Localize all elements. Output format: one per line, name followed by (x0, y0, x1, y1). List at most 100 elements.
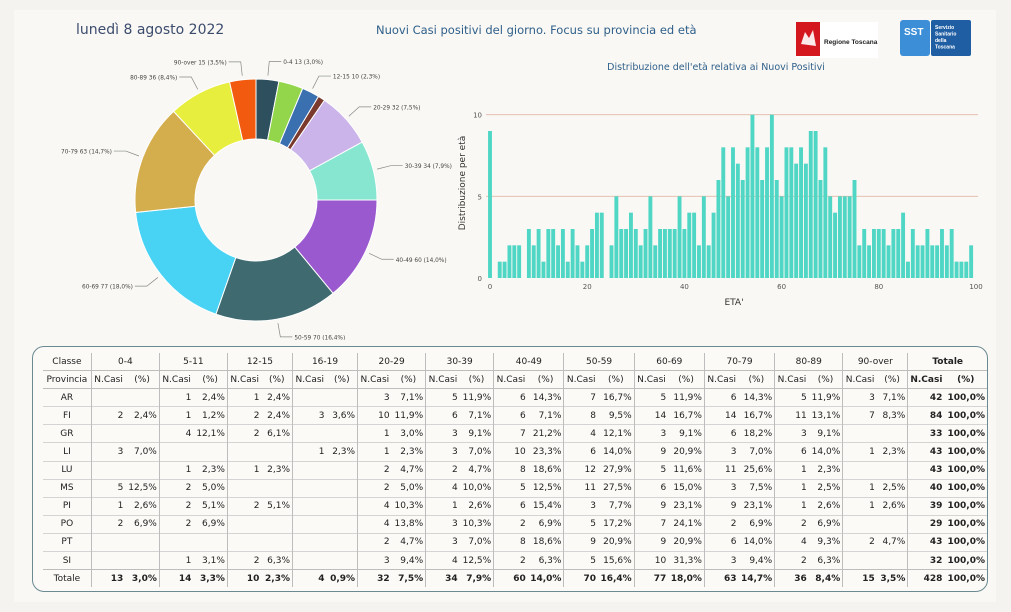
histogram-bar-age-33[interactable] (648, 196, 653, 278)
histogram-bar-age-86[interactable] (906, 261, 910, 278)
histogram-bar-age-95[interactable] (949, 229, 954, 278)
histogram-bar-age-43[interactable] (697, 245, 701, 278)
histogram-bar-age-12[interactable] (546, 229, 551, 278)
histogram-bar-age-55[interactable] (755, 147, 760, 278)
histogram-bar-age-45[interactable] (706, 245, 711, 278)
histogram-bar-age-98[interactable] (964, 261, 969, 278)
histogram-bar-age-21[interactable] (590, 229, 595, 278)
histogram-bar-age-78[interactable] (867, 245, 872, 278)
histogram-bar-age-67[interactable] (813, 131, 818, 278)
histogram-bar-age-14[interactable] (556, 245, 560, 278)
cell-pct (261, 532, 293, 552)
cell-pct: 13,1% (808, 406, 843, 425)
histogram-bar-age-0[interactable] (488, 131, 492, 278)
histogram-bar-age-87[interactable] (910, 229, 915, 278)
histogram-bar-age-40[interactable] (682, 229, 687, 278)
histogram-bar-age-28[interactable] (624, 229, 629, 278)
histogram-bar-age-26[interactable] (614, 196, 619, 278)
histogram-bar-age-50[interactable] (731, 147, 735, 278)
histogram-bar-age-8[interactable] (526, 229, 531, 278)
histogram-bar-age-76[interactable] (857, 245, 862, 278)
histogram-bar-age-18[interactable] (575, 245, 580, 278)
histogram-bar-age-66[interactable] (808, 131, 813, 278)
histogram-bar-age-15[interactable] (560, 229, 565, 278)
histogram-bar-age-17[interactable] (570, 229, 575, 278)
histogram-bar-age-71[interactable] (833, 212, 838, 278)
histogram-bar-age-25[interactable] (609, 245, 614, 278)
histogram-bar-age-30[interactable] (633, 229, 638, 278)
histogram-bar-age-23[interactable] (599, 212, 604, 278)
donut-slice-90-over[interactable] (228, 78, 257, 142)
histogram-bar-age-20[interactable] (585, 245, 590, 278)
histogram-bar-age-36[interactable] (663, 229, 667, 278)
histogram-bar-age-3[interactable] (502, 261, 507, 278)
histogram-bar-age-46[interactable] (711, 212, 716, 278)
histogram-bar-age-80[interactable] (876, 229, 881, 278)
histogram-bar-age-58[interactable] (769, 114, 774, 279)
histogram-bar-age-91[interactable] (930, 245, 935, 278)
histogram-bar-age-47[interactable] (716, 180, 721, 278)
histogram-bar-age-10[interactable] (536, 229, 541, 278)
histogram-bar-age-72[interactable] (837, 196, 842, 278)
histogram-bar-age-81[interactable] (881, 229, 886, 278)
histogram-bar-age-51[interactable] (735, 163, 740, 278)
histogram-bar-age-89[interactable] (920, 245, 925, 278)
histogram-bar-age-16[interactable] (565, 261, 570, 278)
histogram-bar-age-42[interactable] (692, 212, 697, 278)
histogram-bar-age-59[interactable] (774, 180, 779, 278)
histogram-bar-age-73[interactable] (842, 196, 847, 278)
histogram-bar-age-56[interactable] (760, 180, 765, 278)
histogram-bar-age-85[interactable] (901, 212, 906, 278)
histogram-bar-age-27[interactable] (619, 229, 624, 278)
histogram-bar-age-70[interactable] (828, 196, 833, 278)
histogram-bar-age-65[interactable] (803, 163, 808, 278)
histogram-bar-age-53[interactable] (745, 147, 750, 278)
histogram-bar-age-6[interactable] (517, 245, 522, 278)
histogram-bar-age-75[interactable] (852, 180, 857, 278)
histogram-bar-age-37[interactable] (667, 229, 672, 278)
histogram-bar-age-2[interactable] (497, 261, 502, 278)
histogram-bar-age-90[interactable] (925, 229, 930, 278)
histogram-bar-age-61[interactable] (784, 147, 789, 278)
histogram-bar-age-93[interactable] (940, 229, 944, 278)
histogram-bar-age-41[interactable] (687, 212, 692, 278)
histogram-bar-age-9[interactable] (531, 245, 536, 278)
histogram-bar-age-64[interactable] (799, 147, 803, 278)
histogram-bar-age-83[interactable] (891, 229, 896, 278)
histogram-bar-age-49[interactable] (726, 196, 731, 278)
histogram-bar-age-84[interactable] (896, 229, 901, 278)
histogram-bar-age-4[interactable] (507, 245, 512, 278)
histogram-bar-age-96[interactable] (954, 261, 959, 278)
histogram-bar-age-63[interactable] (794, 163, 799, 278)
histogram-bar-age-69[interactable] (823, 147, 828, 278)
histogram-bar-age-52[interactable] (740, 180, 745, 278)
histogram-bar-age-99[interactable] (969, 245, 974, 278)
histogram-bar-age-5[interactable] (512, 245, 517, 278)
histogram-bar-age-68[interactable] (818, 180, 823, 278)
histogram-bar-age-44[interactable] (701, 196, 706, 278)
histogram-bar-age-22[interactable] (594, 212, 599, 278)
histogram-bar-age-34[interactable] (653, 245, 658, 278)
histogram-bar-age-77[interactable] (862, 229, 867, 278)
histogram-bar-age-88[interactable] (915, 245, 920, 278)
histogram-bar-age-60[interactable] (779, 196, 784, 278)
histogram-bar-age-57[interactable] (765, 147, 769, 278)
histogram-bar-age-82[interactable] (886, 245, 891, 278)
histogram-bar-age-94[interactable] (944, 245, 949, 278)
histogram-bar-age-54[interactable] (750, 114, 755, 279)
histogram-bar-age-79[interactable] (871, 229, 876, 278)
histogram-bar-age-92[interactable] (935, 245, 940, 278)
histogram-bar-age-48[interactable] (721, 147, 726, 278)
histogram-bar-age-11[interactable] (541, 261, 546, 278)
histogram-bar-age-74[interactable] (847, 196, 852, 278)
histogram-bar-age-39[interactable] (677, 196, 682, 278)
histogram-bar-age-32[interactable] (643, 229, 648, 278)
histogram-bar-age-38[interactable] (672, 229, 677, 278)
histogram-bar-age-62[interactable] (789, 147, 794, 278)
histogram-bar-age-35[interactable] (658, 229, 663, 278)
histogram-bar-age-97[interactable] (959, 261, 964, 278)
histogram-bar-age-31[interactable] (638, 245, 643, 278)
histogram-bar-age-19[interactable] (580, 261, 585, 278)
histogram-bar-age-29[interactable] (628, 212, 633, 278)
histogram-bar-age-13[interactable] (551, 229, 556, 278)
